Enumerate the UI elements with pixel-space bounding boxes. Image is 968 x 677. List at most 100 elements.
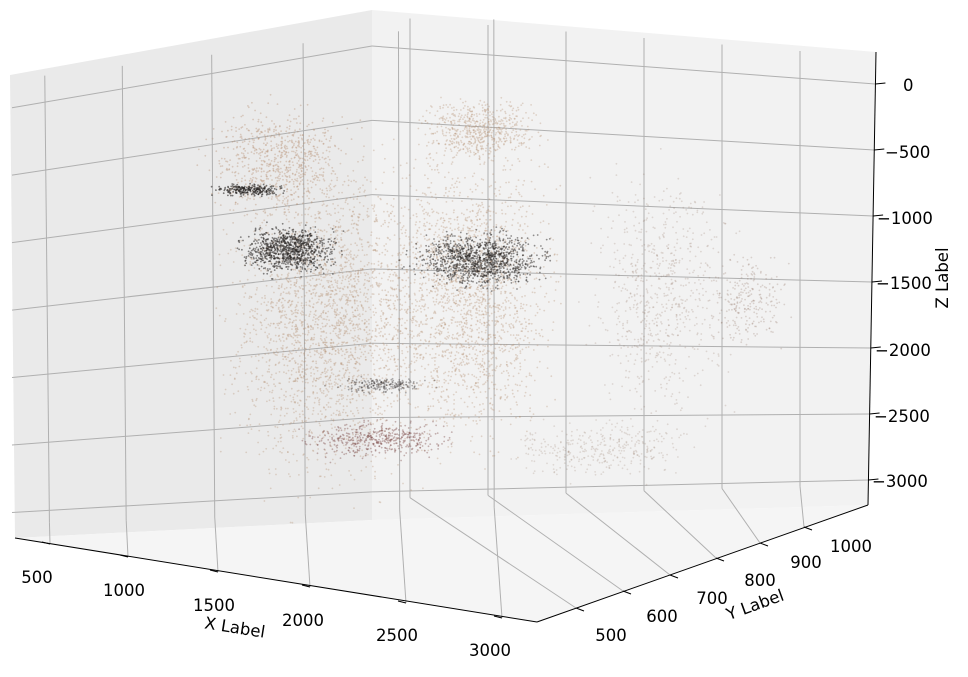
data-point [373,314,376,316]
data-point [518,342,520,345]
data-point [331,348,334,351]
data-point [525,325,528,328]
data-point [483,368,485,371]
data-point [314,158,317,161]
data-point [348,208,351,211]
data-point [453,194,455,197]
data-point [294,294,297,297]
data-point [318,272,320,275]
data-point [493,334,495,337]
data-point [283,314,286,317]
data-point [463,312,466,315]
data-point [364,300,367,303]
data-point [307,138,310,141]
data-point [295,149,298,152]
data-point [258,453,261,456]
data-point [516,312,518,315]
data-point [477,211,479,214]
data-point [451,316,454,319]
data-point [444,150,446,152]
data-point [517,334,520,336]
data-point [292,312,295,315]
data-point [291,141,294,144]
data-point [439,344,441,346]
data-point [353,329,356,332]
data-point [414,319,417,322]
data-point [421,323,424,326]
data-point [292,144,295,147]
data-point [475,376,478,379]
data-point [547,222,550,225]
data-point [496,235,498,238]
data-point [310,155,312,158]
data-point [342,444,345,447]
data-point [357,219,360,222]
data-point [287,356,289,359]
data-point [306,168,308,171]
data-point [403,362,406,365]
data-point [275,304,277,307]
data-point [290,422,292,424]
data-point [298,115,300,118]
data-point [322,431,324,434]
data-point [413,167,415,170]
data-point [430,182,433,184]
data-point [284,407,287,410]
data-point [265,224,267,227]
data-point [538,165,541,168]
data-point [427,264,429,266]
data-point [254,203,257,206]
data-point [494,281,497,284]
data-point [339,414,342,416]
data-point [370,231,373,234]
data-point [396,394,399,397]
data-point [334,207,336,210]
data-point [277,362,280,365]
data-point [379,303,381,306]
data-point [244,195,247,198]
data-point [344,332,346,335]
data-point [441,301,444,303]
data-point [399,303,402,306]
data-point [524,327,527,330]
data-point [473,172,476,175]
data-point [329,358,332,361]
data-point [462,325,465,328]
data-point [325,344,328,347]
data-point [443,194,446,197]
data-point [489,210,492,213]
data-point [499,396,502,399]
data-point [494,149,497,152]
data-point [468,304,471,306]
data-point [463,401,466,404]
data-point [301,410,304,413]
data-point [339,322,342,325]
data-point [308,313,311,316]
data-point [343,373,346,376]
data-point [504,290,507,293]
data-point [479,350,482,353]
data-point [348,375,350,378]
data-point [298,404,301,407]
data-point [434,363,436,366]
data-point [392,171,395,173]
data-point [260,159,263,162]
data-point [336,344,338,346]
data-point [317,323,319,326]
data-point [271,306,274,309]
data-point [512,287,515,289]
data-point [426,288,428,291]
data-point [297,389,300,392]
data-point [309,367,312,370]
data-point [320,312,323,315]
data-point [462,293,464,295]
data-point [265,317,268,320]
data-point [395,273,397,276]
data-point [361,313,364,316]
data-point [510,344,513,347]
data-point [356,224,358,226]
data-point [456,343,459,346]
data-point [499,139,501,142]
data-point [464,217,467,220]
data-point [397,342,400,344]
